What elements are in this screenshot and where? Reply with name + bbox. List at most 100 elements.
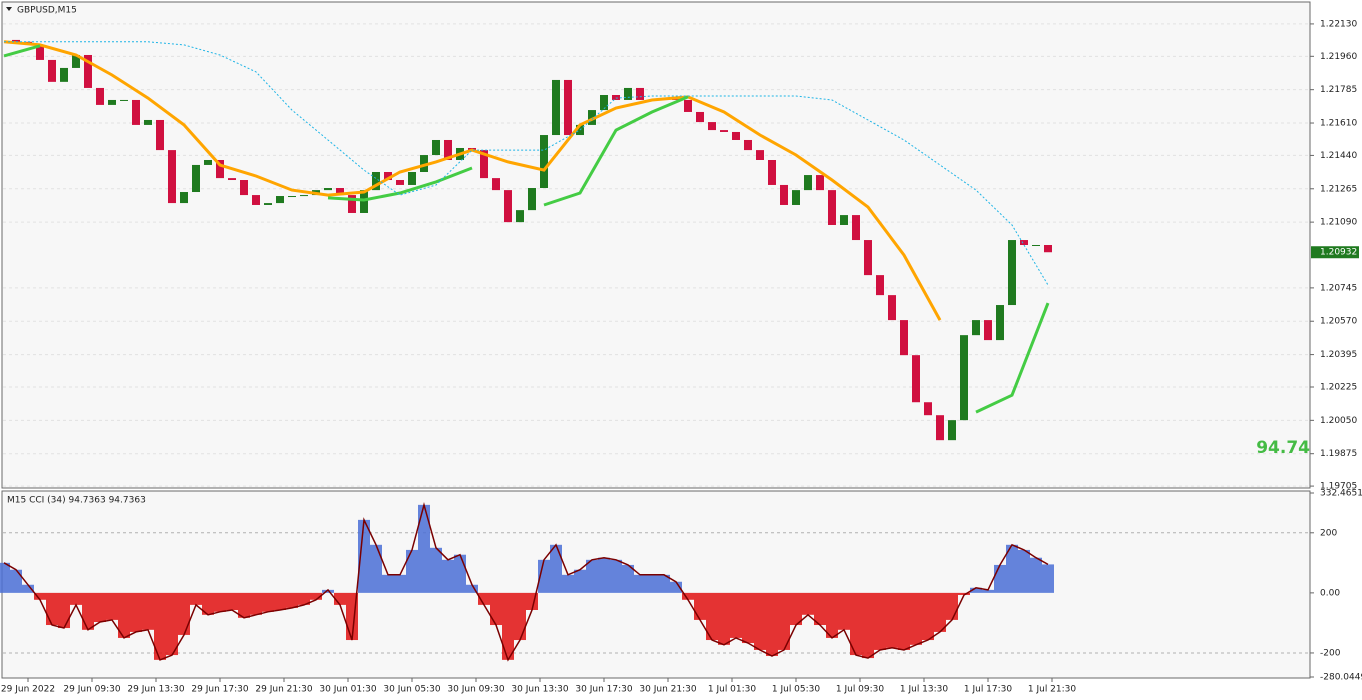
- last-price-label: 1.20932: [1320, 248, 1357, 258]
- y-tick-label: 1.21610: [1320, 119, 1357, 129]
- y-tick-label: 0.00: [1320, 588, 1340, 598]
- y-tick-label: -200: [1320, 648, 1341, 658]
- x-tick-label: 29 Jun 2022: [1, 685, 55, 695]
- cci-bar: [22, 584, 34, 593]
- candle: [588, 110, 596, 125]
- cci-bar: [802, 592, 814, 615]
- cci-bar: [1006, 544, 1018, 593]
- candle: [864, 240, 872, 276]
- candle: [216, 159, 224, 179]
- cci-bar: [178, 592, 190, 635]
- cci-bar: [850, 592, 862, 656]
- indicator-line: [4, 41, 1049, 286]
- cci-bar: [238, 592, 250, 618]
- candle: [732, 131, 740, 140]
- price-panel: [1, 1, 1311, 489]
- cci-bar: [0, 562, 10, 593]
- candle: [132, 99, 140, 125]
- cci-bar: [946, 592, 958, 620]
- candle: [348, 195, 356, 213]
- candle: [432, 139, 440, 156]
- y-tick-label: 1.21785: [1320, 85, 1357, 95]
- candle: [876, 275, 884, 296]
- cci-bar: [742, 592, 754, 644]
- x-tick-label: 30 Jun 21:30: [639, 685, 696, 695]
- candle: [624, 87, 632, 100]
- cci-bar: [754, 592, 766, 650]
- candle: [384, 172, 392, 181]
- cci-bar: [538, 559, 550, 593]
- y-tick-label: 1.20395: [1320, 350, 1357, 360]
- cci-bar: [250, 592, 262, 615]
- candle: [600, 95, 608, 111]
- cci-bar: [478, 592, 490, 605]
- candle: [888, 295, 896, 321]
- cci-bar: [262, 592, 274, 612]
- candle: [228, 178, 236, 181]
- candle: [60, 67, 68, 82]
- candle: [372, 172, 380, 191]
- candle: [804, 175, 812, 191]
- candle: [48, 59, 56, 82]
- candle: [552, 79, 560, 136]
- x-tick-label: 29 Jun 13:30: [127, 685, 184, 695]
- cci-value-annotation: 94.74: [1256, 438, 1310, 458]
- cci-bar: [934, 592, 946, 632]
- indicator-line: [3, 44, 1050, 414]
- candle: [924, 402, 932, 416]
- candle: [948, 420, 956, 441]
- x-tick-label: 30 Jun 09:30: [447, 685, 504, 695]
- candle: [768, 159, 776, 185]
- candle: [816, 175, 824, 191]
- candle: [684, 99, 692, 112]
- cci-bar: [658, 574, 670, 593]
- x-tick-label: 30 Jun 01:30: [319, 685, 376, 695]
- cci-bar: [550, 544, 562, 593]
- candle: [564, 79, 572, 136]
- cci-bar: [394, 574, 406, 593]
- cci-bar: [694, 592, 706, 620]
- cci-bar: [838, 592, 850, 630]
- candle: [324, 188, 332, 191]
- candle: [204, 159, 212, 165]
- cci-bar: [118, 592, 130, 638]
- x-tick-label: 29 Jun 21:30: [255, 685, 312, 695]
- candle: [12, 39, 20, 42]
- cci-bar: [730, 592, 742, 638]
- x-tick-label: 30 Jun 17:30: [575, 685, 632, 695]
- cci-bar: [466, 584, 478, 593]
- candle: [708, 122, 716, 131]
- candle: [852, 215, 860, 241]
- candle: [264, 203, 272, 205]
- cci-bar: [358, 519, 370, 593]
- cci-bar: [502, 592, 514, 660]
- cci-bar: [442, 559, 454, 593]
- cci-bar: [490, 592, 502, 626]
- cci-bar: [226, 592, 238, 610]
- candle: [900, 320, 908, 356]
- candle: [108, 99, 116, 105]
- cci-bar: [202, 592, 214, 615]
- cci-bar: [922, 592, 934, 641]
- candle: [792, 190, 800, 205]
- cci-bar: [190, 592, 202, 605]
- cci-bar: [898, 592, 910, 650]
- candle: [84, 54, 92, 88]
- cci-bar: [1018, 549, 1030, 593]
- cci-bar: [214, 592, 226, 612]
- cci-bar: [586, 559, 598, 593]
- cci-line: [3, 502, 1049, 662]
- cci-bar: [70, 592, 82, 605]
- candle: [240, 180, 248, 196]
- cci-bar: [598, 557, 610, 593]
- cci-bar: [406, 549, 418, 593]
- menu-arrow: [6, 7, 12, 11]
- candle: [288, 196, 296, 198]
- cci-bar: [610, 559, 622, 593]
- candle: [1020, 240, 1028, 245]
- candle: [180, 192, 188, 204]
- cci-bar: [706, 592, 718, 641]
- candle: [996, 305, 1004, 341]
- cci-bar: [106, 592, 118, 620]
- cci-bar: [1030, 557, 1042, 593]
